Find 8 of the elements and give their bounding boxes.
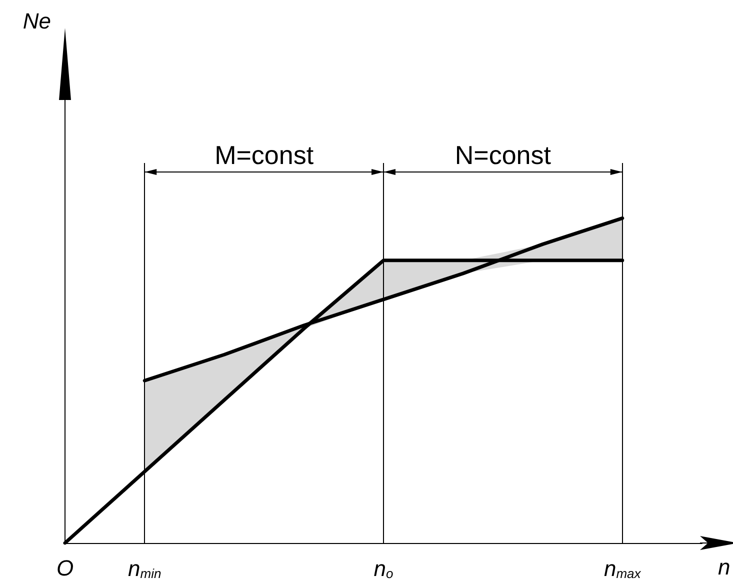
x-tick-label: O bbox=[56, 556, 74, 580]
x-axis-title: n bbox=[718, 554, 730, 580]
x-tick-label: nmin bbox=[128, 556, 162, 580]
x-tick-label: nmax bbox=[604, 556, 642, 580]
text: N=const bbox=[454, 140, 552, 170]
x-tick-label: no bbox=[374, 556, 394, 580]
text: Ne bbox=[22, 8, 51, 34]
text: M=const bbox=[214, 140, 314, 170]
